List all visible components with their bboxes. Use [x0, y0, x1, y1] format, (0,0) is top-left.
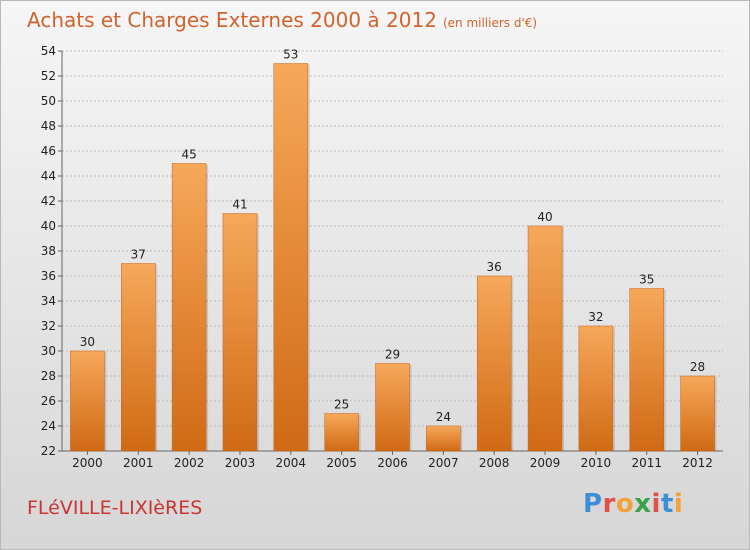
bar-2007: [426, 425, 461, 452]
y-tick-label: 48: [41, 119, 56, 133]
logo-letter: r: [602, 489, 616, 519]
bar-2010: [578, 325, 614, 452]
y-tick-label: 30: [41, 344, 56, 358]
bar-2002: [171, 163, 207, 452]
data-label: 30: [80, 335, 95, 349]
logo-letter: x: [634, 489, 652, 519]
y-tick-label: 34: [41, 294, 56, 308]
chart-title: Achats et Charges Externes 2000 à 2012: [27, 8, 437, 32]
y-tick-label: 28: [41, 369, 56, 383]
x-tick-label: 2006: [377, 456, 408, 470]
data-label: 28: [690, 360, 705, 374]
x-tick-label: 2002: [174, 456, 205, 470]
commune-name: FLéVILLE-LIXIèRES: [27, 497, 203, 519]
y-tick-label: 38: [41, 244, 56, 258]
data-label: 41: [232, 198, 247, 212]
chart-subtitle: (en milliers d'€): [442, 16, 538, 30]
logo-letter: t: [660, 489, 674, 519]
y-tick-label: 26: [41, 394, 56, 408]
x-tick-label: 2005: [326, 456, 357, 470]
bar-2008: [476, 275, 512, 452]
logo-letter: i: [673, 489, 684, 519]
data-label: 29: [385, 348, 400, 362]
x-tick-label: 2004: [276, 456, 307, 470]
y-tick-label: 52: [41, 69, 56, 83]
y-tick-label: 22: [41, 444, 56, 458]
data-label: 36: [487, 260, 502, 274]
bars: [70, 63, 717, 452]
bar-2000: [70, 350, 105, 452]
x-tick-label: 2010: [581, 456, 612, 470]
y-tick-label: 50: [41, 94, 56, 108]
data-label: 35: [639, 273, 654, 287]
logo-letter: P: [583, 489, 603, 519]
proxiti-logo: Proxiti: [583, 489, 683, 519]
data-label: 40: [537, 210, 552, 224]
y-tick-label: 54: [41, 44, 56, 58]
y-tick-label: 42: [41, 194, 56, 208]
y-tick-label: 40: [41, 219, 56, 233]
x-tick-label: 2012: [682, 456, 713, 470]
data-label: 37: [131, 248, 146, 262]
x-tick-label: 2009: [530, 456, 561, 470]
data-label: 25: [334, 398, 349, 412]
chart-title-block: Achats et Charges Externes 2000 à 2012 (e…: [27, 8, 537, 32]
bar-2003: [222, 213, 258, 452]
bar-2004: [273, 63, 309, 452]
data-label: 24: [436, 410, 451, 424]
bar-2012: [680, 375, 715, 452]
labels: 22 24 26 28 30 32 34 36 38 40 42 44 46 48 50 52 54 2000 30…: [41, 44, 713, 470]
y-tick-label: 24: [41, 419, 56, 433]
logo-letter: o: [615, 489, 635, 519]
bar-2006: [375, 363, 410, 452]
y-tick-label: 36: [41, 269, 56, 283]
x-tick-label: 2011: [631, 456, 662, 470]
y-tick-label: 46: [41, 144, 56, 158]
data-label: 32: [588, 310, 603, 324]
y-tick-label: 44: [41, 169, 56, 183]
y-tick-label: 32: [41, 319, 56, 333]
bar-2009: [527, 225, 563, 452]
x-tick-label: 2001: [123, 456, 154, 470]
bar-2011: [629, 288, 664, 452]
logo-letter: i: [651, 489, 661, 519]
x-tick-label: 2000: [72, 456, 103, 470]
x-tick-label: 2003: [225, 456, 256, 470]
bar-2001: [121, 263, 156, 452]
bar-2005: [324, 413, 359, 452]
data-label: 45: [181, 148, 196, 162]
x-tick-label: 2008: [479, 456, 510, 470]
x-tick-label: 2007: [428, 456, 459, 470]
data-label: 53: [283, 48, 298, 62]
